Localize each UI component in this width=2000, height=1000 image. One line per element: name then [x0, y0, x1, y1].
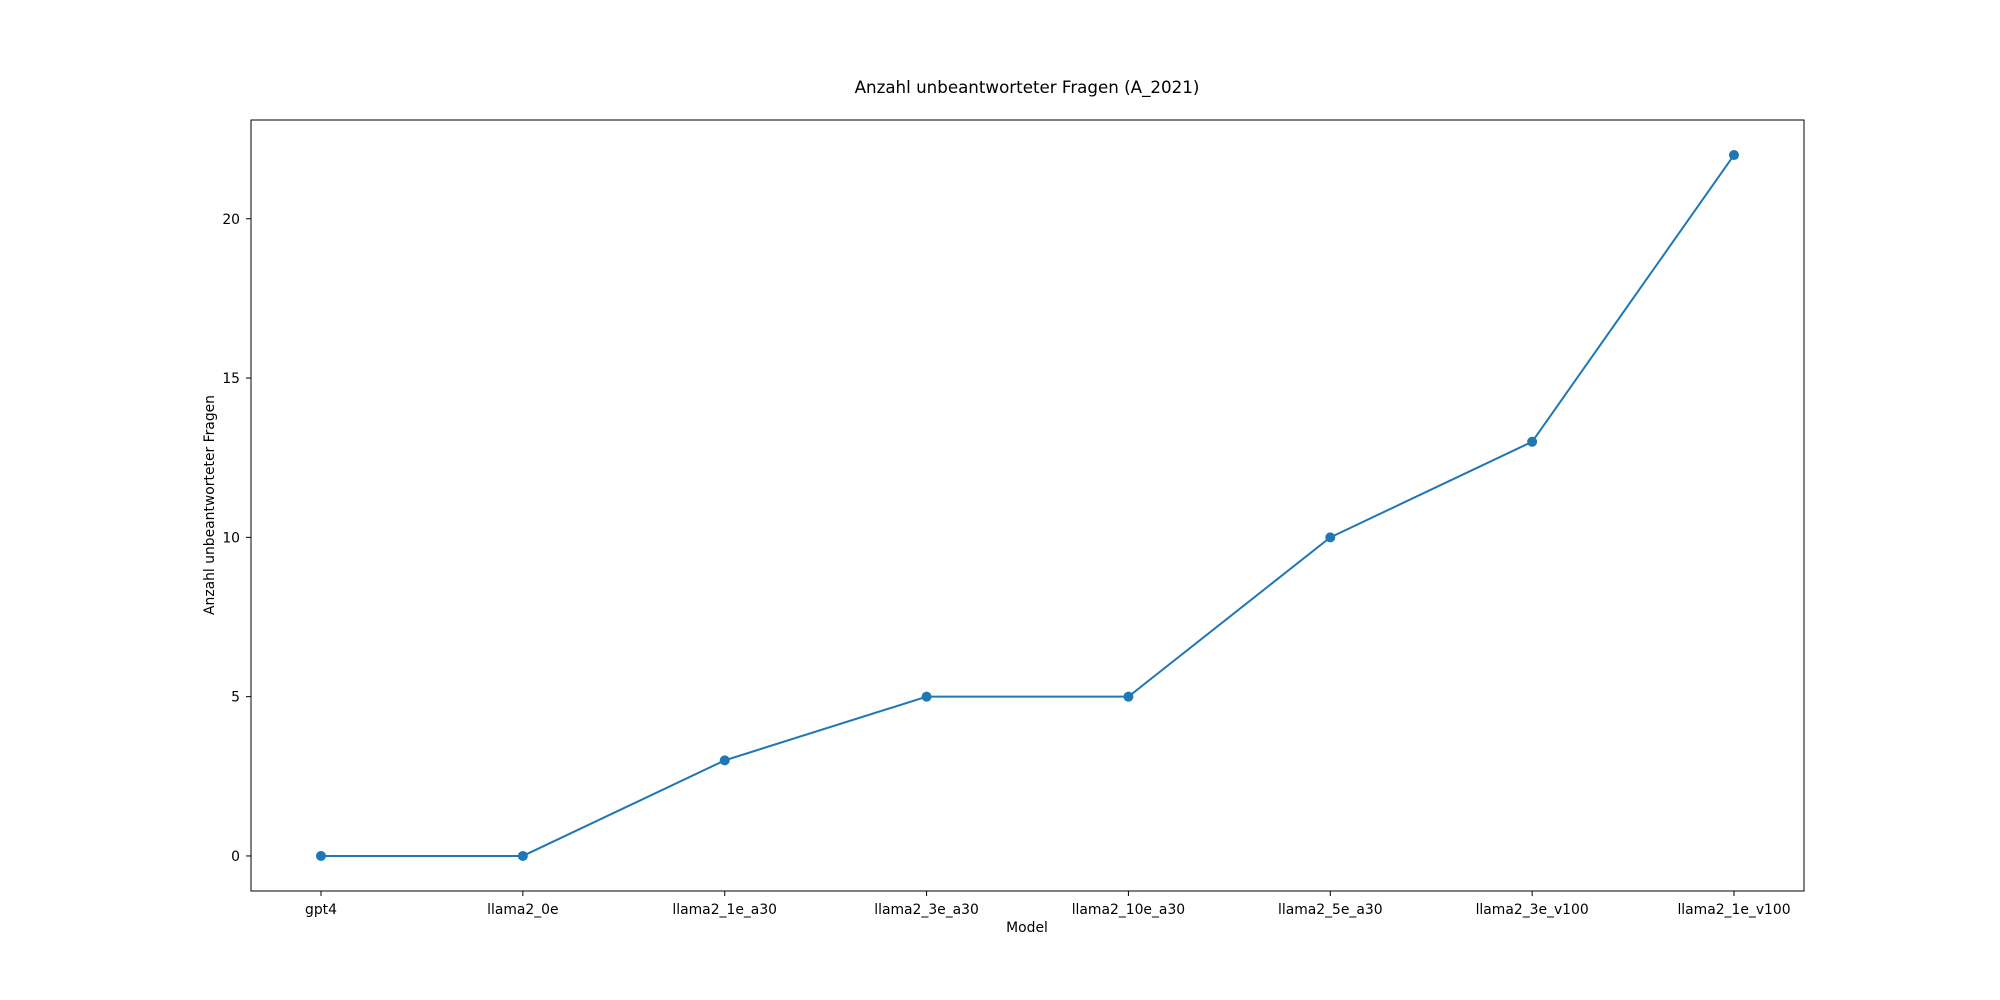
- data-point-llama2_1e_v100: [1729, 150, 1739, 161]
- y-tick-label: 0: [231, 849, 240, 865]
- x-tick-label: gpt4: [305, 902, 337, 918]
- data-point-gpt4: [316, 850, 326, 861]
- series-layer: [316, 150, 1739, 861]
- data-point-llama2_10e_a30: [1123, 691, 1134, 702]
- x-tick-label: llama2_3e_v100: [1476, 902, 1589, 918]
- chart-title: Anzahl unbeantworteter Fragen (A_2021): [855, 77, 1200, 98]
- data-point-llama2_1e_a30: [719, 755, 730, 766]
- y-tick-label: 20: [222, 212, 240, 228]
- y-tick-label: 5: [231, 690, 240, 706]
- x-tick-label: llama2_1e_v100: [1677, 902, 1790, 918]
- y-tick-label: 10: [222, 530, 240, 546]
- x-tick-label: llama2_1e_a30: [672, 902, 777, 918]
- x-tick-label: llama2_5e_a30: [1278, 902, 1383, 918]
- x-axis-label: Model: [1006, 920, 1048, 936]
- y-tick-label: 15: [222, 371, 240, 387]
- series-line: [320, 153, 1736, 857]
- data-point-llama2_3e_a30: [921, 691, 932, 702]
- ticks-layer: gpt4 llama2_0e llama2_1e_a30 llama2_3e_a30 l…: [222, 212, 1790, 918]
- data-point-llama2_3e_v100: [1527, 436, 1538, 447]
- data-point-llama2_5e_a30: [1325, 532, 1336, 543]
- y-axis-label: Anzahl unbeantworteter Fragen: [202, 395, 218, 615]
- x-tick-label: llama2_0e: [487, 902, 558, 918]
- x-tick-label: llama2_10e_a30: [1072, 902, 1185, 918]
- data-point-llama2_0e: [517, 850, 528, 861]
- x-tick-label: llama2_3e_a30: [874, 902, 979, 918]
- plot-area-frame: [250, 119, 1805, 892]
